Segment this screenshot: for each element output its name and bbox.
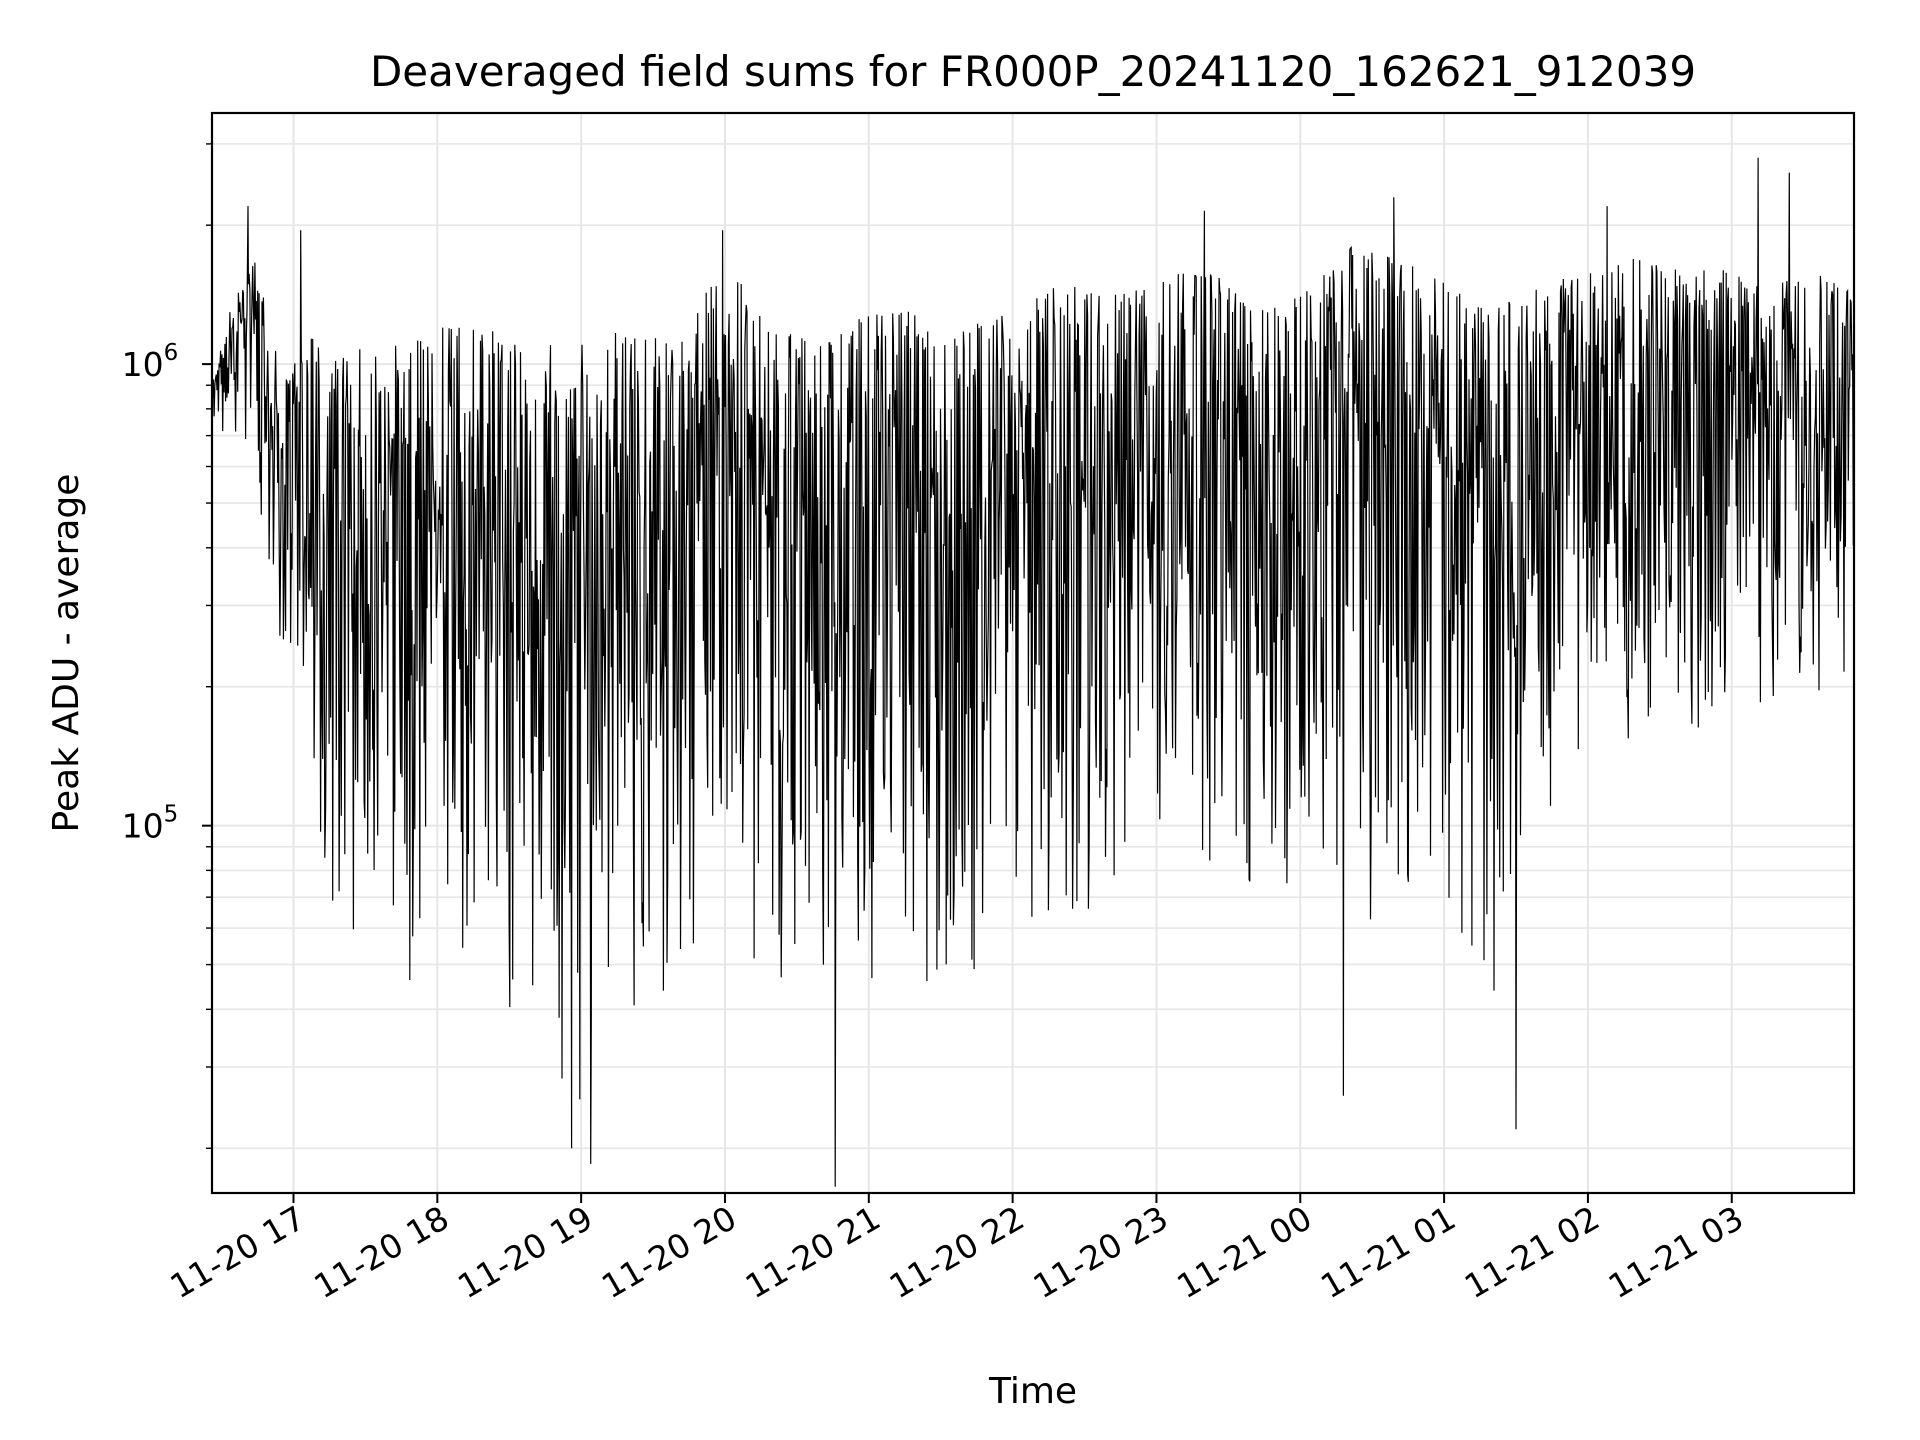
chart-title: Deaveraged field sums for FR000P_2024112… xyxy=(370,47,1696,96)
plot-frame xyxy=(210,111,1856,1195)
series-line xyxy=(211,157,1855,1187)
x-axis-label: Time xyxy=(988,1371,1077,1412)
y-axis: 105 106 xyxy=(122,143,212,1149)
y-tick-label: 105 xyxy=(122,802,179,846)
series-path xyxy=(211,157,1855,1187)
y-tick-label: 106 xyxy=(122,340,179,384)
y-axis-label: Peak ADU - average xyxy=(46,474,87,833)
